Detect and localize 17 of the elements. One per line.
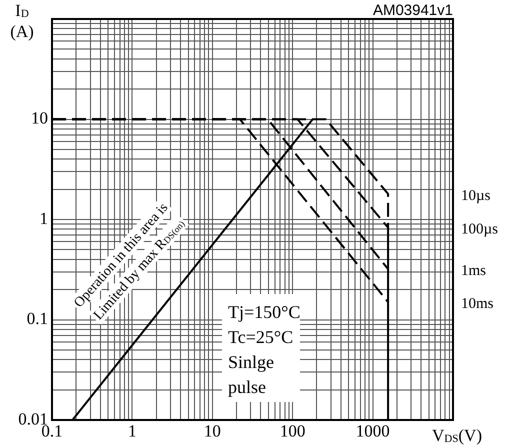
- text: AM03941v1: [372, 2, 453, 19]
- annotation: Tc=25°C: [228, 327, 294, 347]
- x-tick-label: 10: [204, 422, 221, 441]
- text: 10µs: [461, 188, 491, 204]
- x-tick-label: 1: [128, 422, 136, 441]
- y-axis-title: ID (A): [10, 1, 34, 41]
- text: 1ms: [461, 263, 486, 280]
- x-tick-label: 1000: [356, 422, 390, 441]
- x-tick-label: 100: [280, 422, 306, 441]
- annotation: Sinlge pulse: [228, 352, 274, 397]
- text: 10ms: [461, 296, 494, 312]
- text: 100µs: [461, 222, 498, 238]
- y-tick-label: 0.1: [26, 309, 48, 328]
- y-tick-label: 10: [31, 108, 48, 128]
- annotation: Tj=150°C: [228, 302, 300, 322]
- x-axis-title: VDS(V): [432, 426, 482, 445]
- y-tick-label: 1: [40, 208, 48, 228]
